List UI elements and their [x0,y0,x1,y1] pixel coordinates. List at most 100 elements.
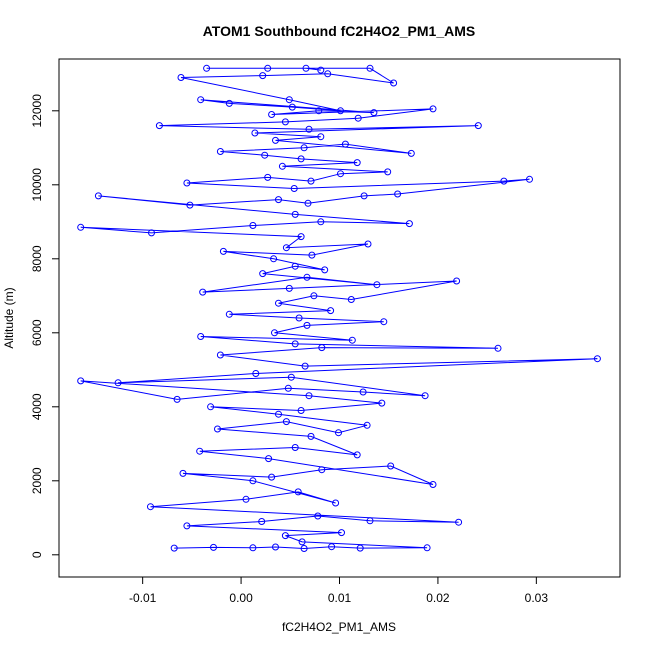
data-point [317,218,325,226]
data-point [183,179,191,187]
data-point [291,340,299,348]
y-axis-label: Altitude (m) [2,287,16,348]
data-point [297,407,305,414]
data-point [219,247,227,255]
data-point [380,318,388,326]
data-point [270,255,278,263]
data-point [285,96,293,104]
data-point [282,418,290,426]
data-point [216,148,224,155]
data-point [179,469,187,477]
data-point [429,105,437,113]
data-point [353,451,361,459]
data-point [341,140,349,148]
y-tick-label: 8000 [30,245,44,272]
data-point [259,72,267,80]
data-point [455,518,463,526]
data-point [275,196,282,204]
data-point [252,370,260,377]
data-point [300,545,308,552]
data-point [378,399,386,407]
x-tick-label: 0.02 [426,591,450,605]
data-point [494,344,502,352]
data-point [366,64,374,72]
data-point [297,233,305,241]
data-point [186,201,194,209]
data-point [259,270,267,278]
data-point [197,96,205,104]
y-tick-label: 0 [30,551,44,558]
data-point [225,99,233,107]
data-point [347,296,355,303]
data-point [272,136,279,144]
data-point [356,544,364,552]
data-point [278,162,286,170]
data-point [307,177,315,185]
x-axis-label: fC2H4O2_PM1_AMS [282,620,396,634]
y-tick-label: 4000 [30,393,44,420]
data-point [429,481,437,488]
data-point [271,329,278,337]
data-point [364,240,372,248]
data-point [301,362,309,370]
data-point [353,159,361,167]
x-tick-label: 0.01 [328,591,352,605]
data-point [405,220,413,228]
data-point [291,444,299,451]
data-point [387,462,395,470]
data-point [147,503,154,511]
data-point [337,107,344,115]
data-point [423,544,431,552]
data-point [360,192,368,200]
data-point [290,185,298,192]
data-point [453,277,461,285]
data-point [328,543,336,551]
data-point [474,122,482,130]
data-point [370,109,378,117]
data-point [294,488,302,496]
data-point [359,388,367,396]
series-line [80,67,598,550]
y-tick-label: 2000 [30,467,44,494]
data-point [272,543,279,551]
data-point [300,144,308,152]
data-point [264,173,272,181]
data-point [225,310,233,318]
data-point [332,499,340,507]
data-point [199,288,207,296]
data-point [327,307,335,315]
data-point [291,210,299,218]
data-point [183,522,191,530]
data-point [268,111,276,118]
data-point [354,114,362,122]
data-point [77,223,85,231]
x-tick-label: 0.00 [229,591,253,605]
data-point [317,133,325,141]
data-point [249,477,257,485]
data-point [338,529,345,537]
data-point [251,129,259,137]
data-point [281,118,289,126]
data-point [384,168,392,176]
data-point [249,222,257,229]
data-point [77,377,85,385]
plot-area [77,64,601,552]
data-point [264,64,272,72]
data-point [114,379,122,387]
data-point [298,538,306,546]
y-tick-label: 10000 [30,168,44,202]
data-point [295,314,303,322]
data-point [593,355,601,363]
data-point [421,392,429,400]
data-point [197,333,205,340]
plot-frame [58,58,621,578]
data-point [307,432,315,440]
data-point [317,66,325,74]
data-point [318,466,326,474]
y-axis: 0 2000 4000 6000 8000 10000 12000 [30,94,60,558]
data-point [258,518,266,525]
chart-title: ATOM1 Southbound fC2H4O2_PM1_AMS [203,23,476,39]
data-point [207,403,215,411]
data-point [526,175,533,183]
